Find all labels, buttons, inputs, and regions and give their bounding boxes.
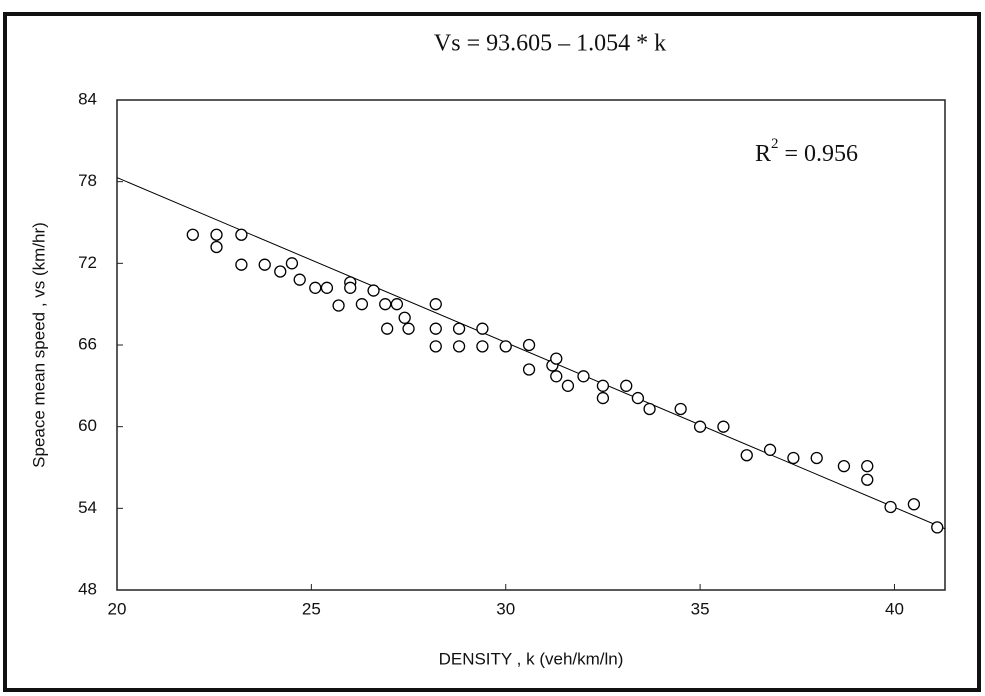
x-tick-label: 20 [108, 599, 127, 618]
point [381, 322, 394, 335]
point [332, 299, 345, 312]
point [620, 379, 633, 392]
point [476, 340, 489, 353]
point [210, 240, 223, 254]
point [402, 322, 415, 335]
point [452, 322, 466, 335]
point [476, 322, 489, 335]
point [674, 402, 687, 416]
point [398, 311, 411, 324]
point [258, 258, 271, 271]
point [452, 340, 466, 353]
point [429, 322, 442, 335]
point [787, 451, 800, 465]
point [884, 500, 897, 514]
point [235, 258, 248, 271]
point [390, 298, 404, 311]
point [861, 473, 874, 486]
x-tick-label: 25 [302, 599, 321, 618]
point [596, 391, 610, 405]
point [235, 228, 248, 241]
point [631, 391, 645, 405]
y-tick-label: 48 [78, 579, 97, 598]
point [344, 281, 357, 294]
point [379, 298, 392, 311]
y-tick-label: 84 [78, 89, 97, 108]
point [693, 420, 707, 433]
point [810, 451, 823, 465]
point [643, 402, 656, 416]
point [837, 459, 851, 473]
point [561, 379, 575, 392]
point [367, 284, 380, 297]
point [550, 352, 563, 365]
point [522, 338, 536, 352]
x-axis-label: DENSITY , k (veh/km/ln) [439, 649, 624, 668]
x-tick-label: 30 [496, 599, 515, 618]
point [293, 273, 306, 286]
point [550, 370, 563, 383]
frame [3, 12, 981, 692]
y-tick-label: 54 [78, 498, 97, 517]
x-tick-label: 35 [691, 599, 710, 618]
point [861, 459, 874, 473]
x-tick-label: 40 [885, 599, 904, 618]
annotation-sup: 2 [771, 136, 779, 152]
point [931, 521, 944, 534]
point [320, 281, 334, 294]
point [763, 443, 777, 456]
annotation-base: R [755, 141, 771, 167]
point [429, 340, 442, 353]
y-tick-label: 66 [78, 334, 97, 353]
point [717, 420, 730, 433]
point [285, 257, 299, 270]
point [499, 340, 512, 353]
fit-line [116, 177, 946, 530]
point [907, 498, 921, 511]
point [186, 228, 199, 241]
point [596, 379, 610, 392]
point [577, 370, 590, 383]
point [309, 281, 322, 294]
y-tick-label: 60 [78, 416, 97, 435]
point [740, 449, 753, 462]
point [355, 298, 369, 311]
y-axis-label: Speace mean speed , vs (km/hr) [29, 222, 48, 468]
annotation: R2 = 0.956 [755, 136, 858, 166]
point [210, 228, 223, 241]
annotation-rest: = 0.956 [779, 141, 859, 167]
chart-title: Vs = 93.605 – 1.054 * k [434, 31, 666, 57]
point [274, 265, 287, 278]
y-tick-label: 72 [78, 253, 97, 272]
point [429, 298, 442, 311]
y-tick-label: 78 [78, 171, 97, 190]
point [522, 363, 536, 376]
